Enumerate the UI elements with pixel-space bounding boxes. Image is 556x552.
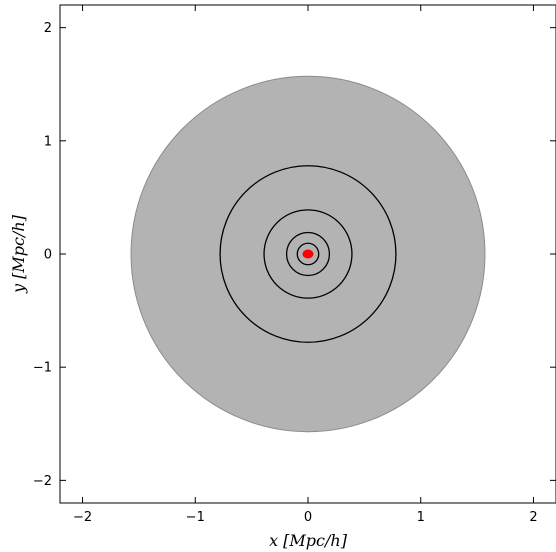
- x-tick-label-2: 0: [304, 510, 312, 525]
- center-point-1: [303, 250, 314, 259]
- y-tick-label-3: 1: [44, 134, 52, 149]
- y-tick-label-2: 0: [44, 248, 52, 263]
- x-tick-label-1: −1: [186, 510, 205, 525]
- y-tick-label-4: 2: [44, 21, 52, 36]
- x-tick-label-0: −2: [73, 510, 92, 525]
- x-tick-label-4: 2: [529, 510, 537, 525]
- y-tick-label-1: −1: [33, 361, 52, 376]
- y-tick-label-0: −2: [33, 474, 52, 489]
- x-axis-label: x [Mpc/h]: [269, 531, 348, 550]
- x-tick-label-3: 1: [417, 510, 425, 525]
- y-axis-label: y [Mpc/h]: [9, 214, 28, 294]
